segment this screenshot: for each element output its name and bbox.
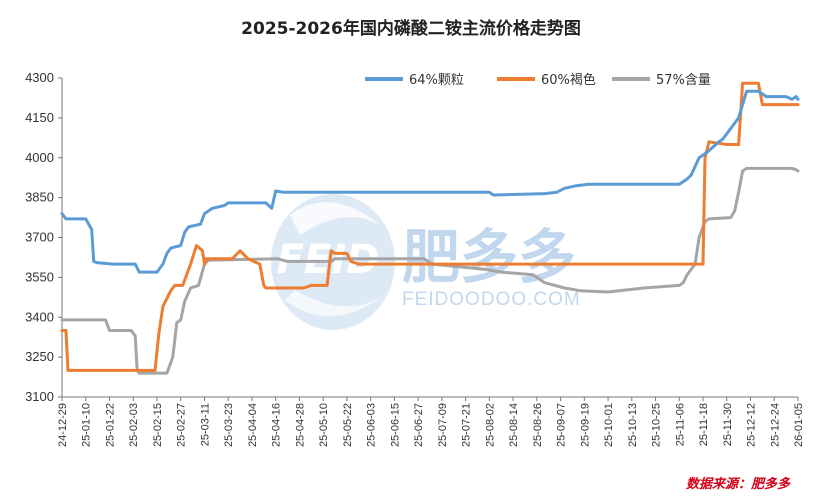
- x-tick-label: 25-07-21: [461, 403, 473, 447]
- x-tick-label: 25-10-13: [627, 403, 639, 447]
- legend-label: 57%含量: [656, 72, 711, 88]
- y-tick-label: 3850: [25, 190, 54, 205]
- x-tick-label: 25-10-01: [603, 403, 615, 447]
- x-tick-label: 25-12-12: [746, 403, 758, 447]
- x-tick-label: 25-09-07: [556, 403, 568, 447]
- y-tick-label: 3100: [25, 389, 54, 404]
- x-tick-label: 25-06-03: [366, 403, 378, 447]
- x-tick-label: 25-03-11: [199, 403, 211, 446]
- x-tick-label: 25-10-25: [651, 403, 663, 447]
- x-tick-label: 26-01-05: [793, 403, 805, 447]
- x-tick-label: 25-08-02: [484, 403, 496, 447]
- y-tick-label: 4150: [25, 110, 54, 125]
- x-tick-label: 25-06-27: [413, 403, 425, 447]
- x-tick-label: 25-05-10: [318, 403, 330, 447]
- x-tick-label: 25-02-15: [152, 403, 164, 447]
- x-tick-label: 24-12-29: [57, 403, 69, 447]
- x-tick-label: 25-11-06: [674, 403, 686, 446]
- x-tick-label: 25-01-10: [81, 403, 93, 447]
- x-tick-label: 25-06-15: [389, 403, 401, 447]
- y-tick-label: 4300: [25, 70, 54, 85]
- watermark-en-text: FEIDOODOO.COM: [402, 289, 581, 310]
- chart-title: 2025-2026年国内磷酸二铵主流价格走势图: [241, 18, 581, 39]
- x-tick-label: 25-04-04: [247, 403, 259, 447]
- y-tick-label: 3700: [25, 230, 54, 245]
- y-tick-label: 3250: [25, 349, 54, 364]
- x-tick-label: 25-07-09: [437, 403, 449, 447]
- legend-label: 64%颗粒: [409, 73, 464, 88]
- x-tick-label: 25-02-03: [128, 403, 140, 447]
- series-line-1: [60, 89, 800, 274]
- series-line-2: [60, 81, 800, 372]
- x-tick-label: 25-05-22: [342, 403, 354, 447]
- legend-label: 60%褐色: [541, 72, 596, 88]
- y-tick-label: 4000: [25, 150, 54, 165]
- source-note: 数据来源：肥多多: [686, 476, 791, 492]
- axes: 3100 3250 3400 3550 3700 3850 4000 4150 4300 24-1…: [25, 70, 805, 447]
- x-tick-label: 25-01-22: [104, 403, 116, 447]
- x-tick-label: 25-11-18: [698, 403, 710, 446]
- x-tick-label: 25-11-30: [722, 403, 734, 446]
- legend: 64%颗粒 60%褐色 57%含量: [365, 72, 711, 88]
- x-tick-label: 25-09-19: [579, 403, 591, 447]
- x-tick-label: 25-08-14: [508, 403, 520, 447]
- series-lines: [60, 81, 800, 375]
- x-tick-label: 25-08-26: [532, 403, 544, 447]
- x-tick-label: 25-02-27: [176, 403, 188, 447]
- x-tick-label: 25-03-23: [223, 403, 235, 447]
- x-tick-label: 25-12-24: [769, 403, 781, 447]
- y-tick-label: 3550: [25, 269, 54, 284]
- series-line-3: [60, 166, 800, 375]
- x-tick-label: 25-04-28: [294, 403, 306, 447]
- y-tick-label: 3400: [25, 309, 54, 324]
- x-tick-label: 25-04-16: [271, 403, 283, 447]
- watermark-cn-text: 肥多多: [402, 223, 576, 291]
